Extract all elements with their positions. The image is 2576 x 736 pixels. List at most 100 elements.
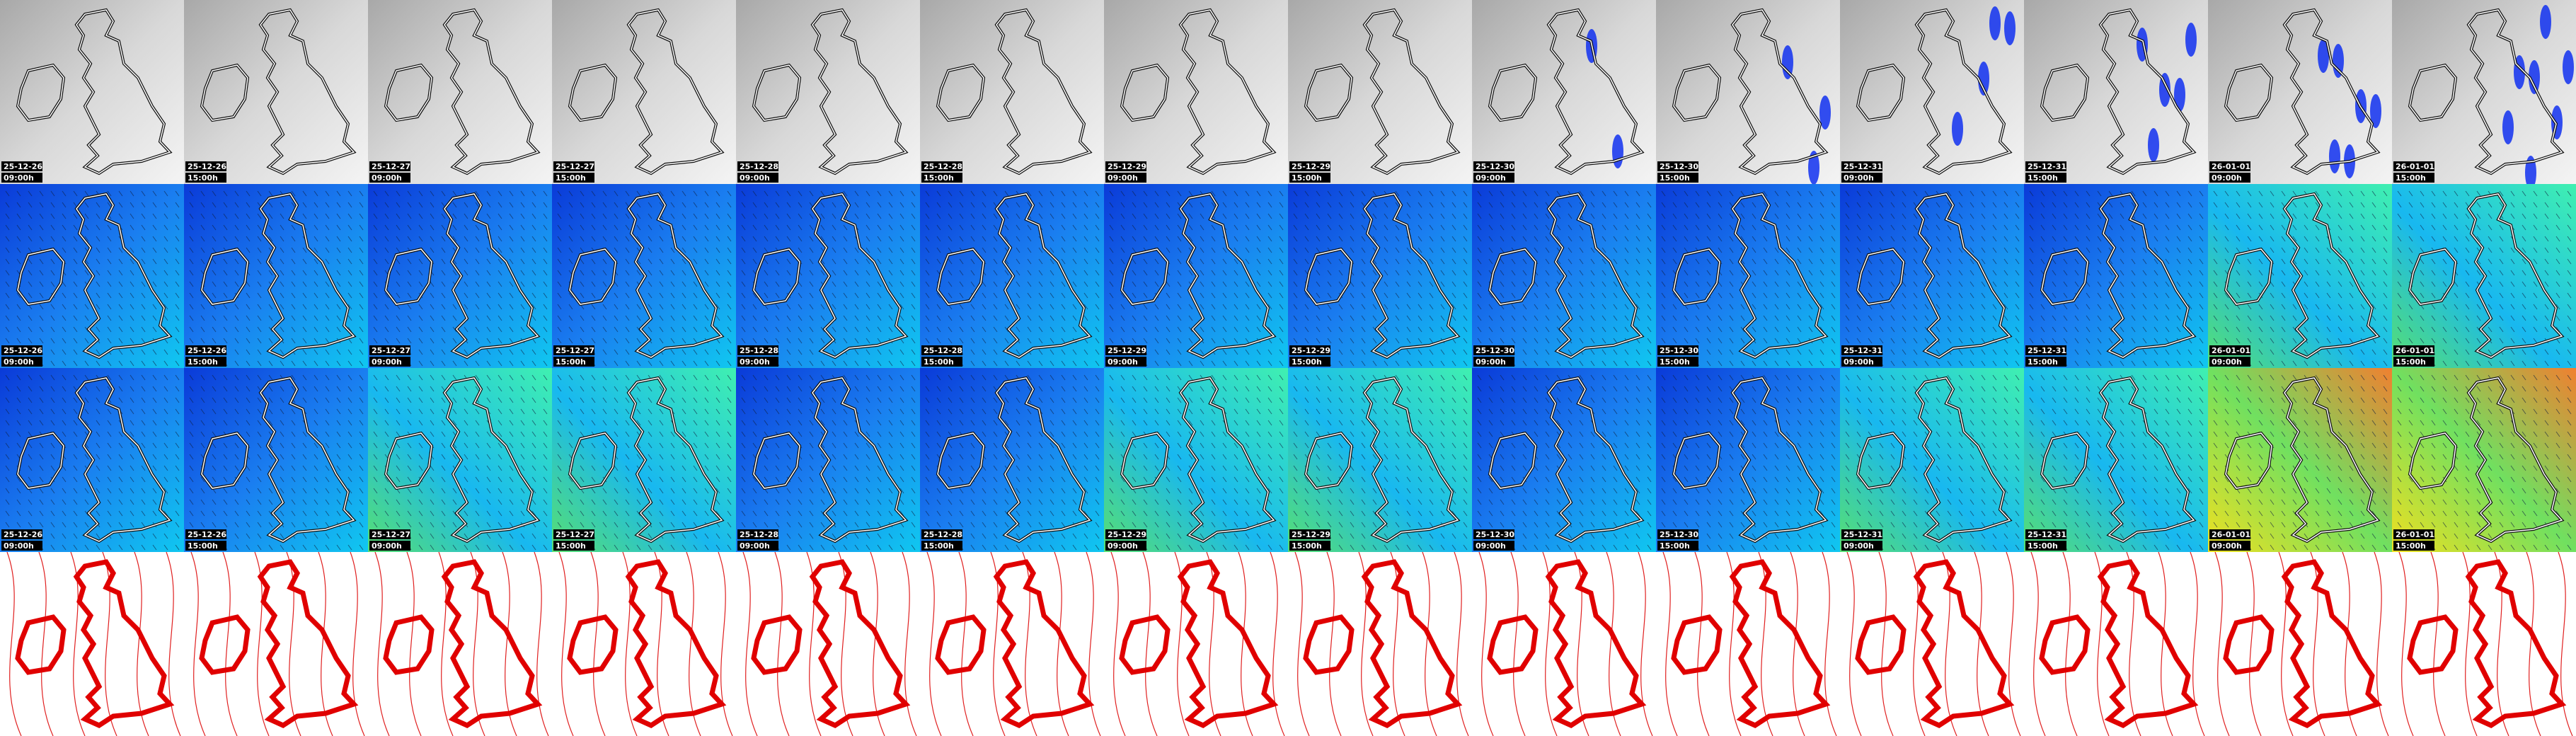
wind-arrow xyxy=(73,190,78,197)
wind-arrow xyxy=(430,224,435,231)
wind-arrow xyxy=(602,533,607,539)
date-label: 25-12-29 xyxy=(1108,346,1146,355)
wind-arrow xyxy=(246,488,251,494)
wind-arrow xyxy=(396,431,401,437)
wind-arrow xyxy=(693,213,698,219)
wind-arrow xyxy=(580,213,585,219)
wind-arrow xyxy=(84,224,89,231)
wind-arrow xyxy=(693,349,698,355)
wind-arrow xyxy=(246,420,251,426)
wind-arrow xyxy=(280,533,284,539)
wind-arrow xyxy=(246,292,251,299)
wind-arrow xyxy=(359,281,364,287)
date-label: 25-12-29 xyxy=(1292,162,1330,171)
wind-arrow xyxy=(280,360,284,367)
wind-arrow xyxy=(509,304,514,310)
wind-arrow xyxy=(347,386,352,392)
label-box xyxy=(369,161,410,171)
wind-arrow xyxy=(602,510,607,517)
wind-arrow xyxy=(614,499,619,505)
wind-arrow xyxy=(614,190,619,197)
wind-arrow xyxy=(152,488,157,494)
wind-arrow xyxy=(107,270,112,276)
wind-arrow xyxy=(39,454,44,460)
wind-arrow xyxy=(257,465,262,471)
wind-arrow xyxy=(670,386,675,392)
wind-arrow xyxy=(775,258,780,265)
wind-arrow xyxy=(302,544,307,551)
wind-arrow xyxy=(636,522,641,528)
wind-arrow xyxy=(786,258,791,265)
wind-arrow xyxy=(486,281,491,287)
wind-arrow xyxy=(384,431,389,437)
wind-arrow xyxy=(636,408,641,415)
wind-arrow xyxy=(715,420,720,426)
wind-arrow xyxy=(625,374,630,381)
wind-arrow xyxy=(693,408,698,415)
wind-arrow xyxy=(62,224,67,231)
wind-arrow xyxy=(189,202,194,208)
wind-arrow xyxy=(659,224,664,231)
wind-arrow xyxy=(257,326,262,333)
wind-arrow xyxy=(580,420,585,426)
wind-arrow xyxy=(50,488,55,494)
wind-arrow xyxy=(531,408,536,415)
wind-arrow xyxy=(291,510,296,517)
wind-arrow xyxy=(741,338,746,344)
wind-arrow xyxy=(557,510,562,517)
wind-arrow xyxy=(670,326,675,333)
wind-arrow xyxy=(325,386,330,392)
wind-arrow xyxy=(39,326,44,333)
wind-arrow xyxy=(347,408,352,415)
wind-arrow xyxy=(325,315,330,321)
wind-arrow xyxy=(291,315,296,321)
wind-arrow xyxy=(107,499,112,505)
wind-arrow xyxy=(107,202,112,208)
wind-arrow xyxy=(16,224,21,231)
wind-arrow xyxy=(866,247,870,253)
wind-arrow xyxy=(200,202,205,208)
wind-arrow xyxy=(189,270,194,276)
wind-arrow xyxy=(786,304,791,310)
wind-arrow xyxy=(73,281,78,287)
wind-arrow xyxy=(670,270,675,276)
wind-arrow xyxy=(189,224,194,231)
wind-arrow xyxy=(704,533,709,539)
wind-arrow xyxy=(475,522,480,528)
wind-arrow xyxy=(257,304,262,310)
wind-arrow xyxy=(407,510,412,517)
wind-arrow xyxy=(50,360,55,367)
map-panel xyxy=(736,551,920,736)
wind-arrow xyxy=(107,338,112,344)
wind-arrow xyxy=(223,476,228,483)
wind-arrow xyxy=(314,408,318,415)
wind-arrow xyxy=(257,315,262,321)
wind-arrow xyxy=(798,349,803,355)
wind-arrow xyxy=(591,190,596,197)
wind-arrow xyxy=(602,544,607,551)
wind-arrow xyxy=(325,431,330,437)
wind-arrow xyxy=(543,454,548,460)
wind-arrow xyxy=(39,270,44,276)
wind-arrow xyxy=(347,442,352,449)
wind-arrow xyxy=(888,247,893,253)
wind-arrow xyxy=(704,224,709,231)
wind-arrow xyxy=(73,315,78,321)
wind-arrow xyxy=(625,349,630,355)
wind-arrow xyxy=(359,190,364,197)
wind-arrow xyxy=(704,281,709,287)
wind-arrow xyxy=(5,338,10,344)
wind-arrow xyxy=(16,202,21,208)
wind-arrow xyxy=(163,224,168,231)
wind-arrow xyxy=(62,476,67,483)
wind-arrow xyxy=(418,533,423,539)
wind-arrow xyxy=(96,408,100,415)
wind-arrow xyxy=(175,190,180,197)
wind-arrow xyxy=(580,236,585,242)
wind-arrow xyxy=(486,315,491,321)
wind-arrow xyxy=(152,465,157,471)
wind-arrow xyxy=(441,510,446,517)
